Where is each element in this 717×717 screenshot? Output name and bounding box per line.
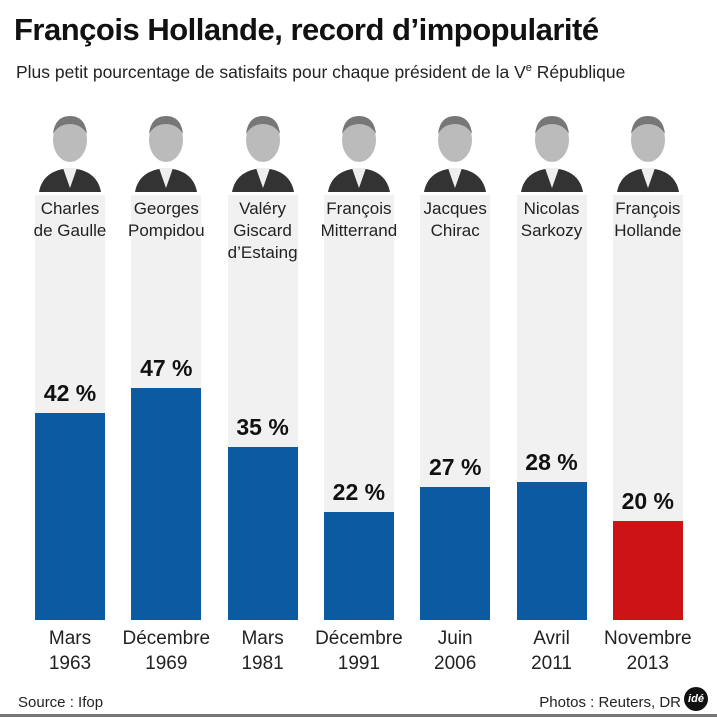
president-photo [420, 100, 491, 192]
value-label: 47 % [140, 355, 193, 382]
date-line: Mars [241, 628, 284, 649]
photo-credit: Photos : Reuters, DR [539, 694, 681, 711]
subtitle-end: République [531, 62, 626, 82]
date-line: 1963 [48, 653, 92, 674]
date-line: Novembre [603, 628, 692, 649]
president-name: Nicolas Sarkozy [502, 198, 602, 242]
president-photo [323, 100, 394, 192]
date-label: Mars 1981 [208, 626, 318, 676]
president-photo [131, 100, 202, 192]
name-line: Chirac [430, 221, 480, 240]
date-line: 1991 [337, 653, 381, 674]
name-line: de Gaulle [33, 221, 107, 240]
bar [516, 481, 587, 620]
president-photo [227, 100, 298, 192]
subtitle-sup: e [525, 62, 532, 75]
name-line: Pompidou [128, 221, 205, 240]
name-line: Nicolas [523, 199, 580, 218]
bar [35, 412, 105, 620]
publisher-logo: idé [684, 687, 708, 711]
name-line: Sarkozy [520, 221, 583, 240]
chart-title: François Hollande, record d’impopularité [14, 12, 599, 47]
president-name: Valéry Giscard d’Estaing [213, 198, 313, 264]
value-label: 28 % [525, 448, 578, 475]
date-line: 2011 [531, 653, 572, 674]
date-line: 2006 [434, 653, 477, 674]
president-name: François Mitterrand [309, 198, 409, 242]
president-name: François Hollande [598, 198, 698, 242]
bar [131, 388, 202, 620]
name-line: Jacques [423, 199, 487, 218]
value-label: 20 % [621, 488, 675, 515]
bar [323, 511, 394, 620]
date-line: Décembre [315, 628, 403, 649]
date-line: 1969 [145, 653, 188, 674]
president-photo [35, 100, 105, 192]
date-label: Juin 2006 [400, 626, 510, 676]
date-line: Décembre [122, 628, 211, 649]
chart-subtitle: Plus petit pourcentage de satisfaits pou… [16, 62, 625, 83]
subtitle-text: Plus petit pourcentage de satisfaits pou… [16, 62, 526, 82]
name-line: Charles [40, 199, 100, 218]
date-label: Novembre 2013 [593, 626, 703, 676]
bar [612, 521, 683, 620]
president-name: Charles de Gaulle [20, 198, 120, 242]
date-label: Avril 2011 [497, 626, 607, 676]
name-line: Valéry [239, 199, 287, 218]
date-label: Décembre 1969 [111, 626, 221, 676]
date-line: 1981 [241, 653, 284, 674]
value-label: 35 % [236, 414, 289, 441]
president-name: Georges Pompidou [116, 198, 216, 242]
name-line: Giscard [233, 221, 292, 240]
date-line: 2013 [626, 653, 669, 674]
date-label: Mars 1963 [15, 626, 125, 676]
source-note: Source : Ifop [18, 694, 104, 711]
president-photo [612, 100, 683, 192]
president-photo [516, 100, 587, 192]
value-label: 27 % [428, 453, 482, 480]
name-line: Georges [133, 199, 199, 218]
date-line: Juin [437, 628, 473, 649]
name-line: François [326, 199, 392, 218]
date-label: Décembre 1991 [304, 626, 414, 676]
value-label: 42 % [43, 379, 97, 406]
name-line: Hollande [614, 221, 682, 240]
name-line: Mitterrand [320, 221, 398, 240]
date-line: Mars [48, 628, 92, 649]
bar [227, 447, 298, 620]
date-line: Avril [533, 628, 570, 649]
bottom-rule [0, 714, 717, 717]
name-line: François [615, 199, 681, 218]
value-label: 22 % [332, 478, 386, 505]
name-line: d’Estaing [227, 243, 298, 262]
bar [420, 486, 491, 620]
president-name: Jacques Chirac [405, 198, 505, 242]
